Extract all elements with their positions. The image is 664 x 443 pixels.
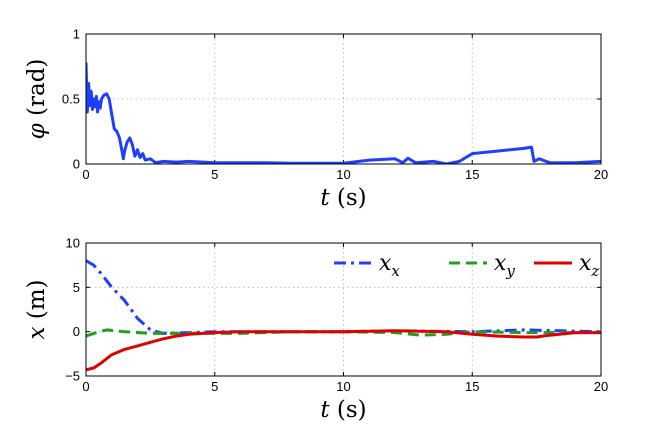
series-line-xz xyxy=(86,329,601,372)
y-tick-label: 10 xyxy=(66,236,80,251)
x-tick-label: 15 xyxy=(465,379,479,394)
y-axis-label: φ (rad) xyxy=(24,59,50,140)
x-axis-label-unit: (s) xyxy=(337,185,367,211)
x-tick-label: 5 xyxy=(211,167,218,182)
legend-label-xx: xx xyxy=(379,251,400,280)
y-tick-label: 1 xyxy=(73,27,80,42)
y-axis-label-unit: (rad) xyxy=(24,59,50,116)
x-axis-label-symbol: t xyxy=(320,185,337,211)
x-tick-label: 0 xyxy=(82,167,89,182)
series-line-phi xyxy=(86,62,601,164)
legend-label-subscript: y xyxy=(505,262,515,280)
y-tick-label: 0 xyxy=(73,324,80,339)
x-tick-label: 5 xyxy=(211,379,218,394)
x-tick-label: 20 xyxy=(594,167,608,182)
x-axis-label: t (s) xyxy=(320,397,366,423)
x-tick-label: 10 xyxy=(336,379,350,394)
legend-label-subscript: z xyxy=(590,262,599,280)
legend-label-subscript: x xyxy=(391,262,400,280)
x-axis-label: t (s) xyxy=(320,185,366,211)
y-tick-label: 0.5 xyxy=(62,92,80,107)
y-axis-label-unit: (m) xyxy=(24,279,50,319)
legend-label-xy: xy xyxy=(494,251,515,280)
x-tick-label: 15 xyxy=(465,167,479,182)
y-axis-label-symbol: x xyxy=(24,319,50,339)
legend-label-base: x xyxy=(579,251,592,276)
x-axis-label-unit: (s) xyxy=(337,397,367,423)
legend-label-base: x xyxy=(379,251,392,276)
legend-label-xz: xz xyxy=(579,251,599,280)
x-axis-label-symbol: t xyxy=(320,397,337,423)
x-tick-label: 0 xyxy=(82,379,89,394)
x-tick-label: 10 xyxy=(336,167,350,182)
plot-frame xyxy=(85,242,602,377)
y-axis-label-symbol: φ xyxy=(24,116,50,139)
plot-frame xyxy=(85,33,602,165)
y-axis-label: x (m) xyxy=(24,279,50,339)
chart-phi: 0 5 10 15 20 0 0.5 1 t (s) φ (rad) xyxy=(24,27,608,212)
y-tick-label: −5 xyxy=(65,369,80,384)
y-tick-label: 5 xyxy=(73,280,80,295)
x-tick-label: 20 xyxy=(594,379,608,394)
legend-label-base: x xyxy=(494,251,507,276)
y-tick-label: 0 xyxy=(73,157,80,172)
